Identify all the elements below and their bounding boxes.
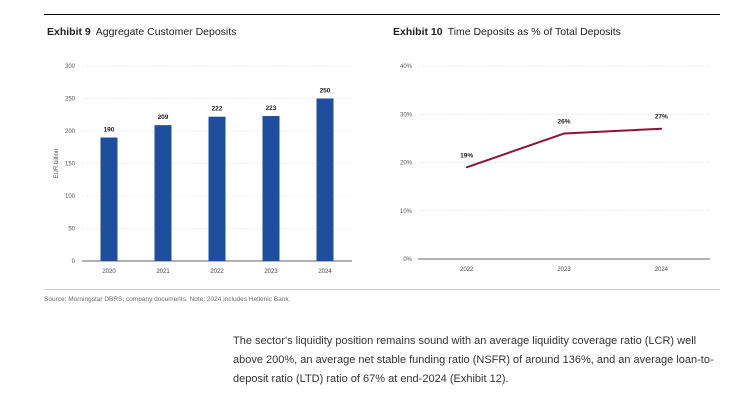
point-data-label: 19% xyxy=(460,152,473,159)
x-tick-label: 2023 xyxy=(557,267,571,273)
body-paragraph: The sector's liquidity position remains … xyxy=(233,335,714,385)
top-rule xyxy=(44,14,720,15)
bar xyxy=(208,116,226,261)
y-axis-title: EUR billion xyxy=(54,149,60,179)
y-tick-label: 150 xyxy=(65,162,76,168)
exhibit9-label: Exhibit 9 xyxy=(47,26,91,38)
y-tick-label: 0 xyxy=(72,259,76,265)
data-point xyxy=(465,166,468,169)
x-tick-label: 2022 xyxy=(210,269,224,275)
y-tick-label: 50 xyxy=(68,227,75,233)
bar-data-label: 190 xyxy=(104,127,115,134)
y-tick-label: 10% xyxy=(400,209,413,215)
bar-data-label: 222 xyxy=(212,106,223,113)
y-tick-label: 200 xyxy=(65,129,76,135)
exhibit10-title: Time Deposits as % of Total Deposits xyxy=(447,26,621,38)
bar-data-label: 223 xyxy=(266,105,277,112)
y-tick-label: 250 xyxy=(65,97,76,103)
point-data-label: 27% xyxy=(655,114,668,121)
data-point xyxy=(563,132,565,135)
bar-data-label: 250 xyxy=(320,88,331,95)
bar xyxy=(154,125,172,262)
y-tick-label: 40% xyxy=(400,64,413,70)
y-tick-label: 0% xyxy=(403,257,412,263)
y-tick-label: 30% xyxy=(400,112,413,118)
x-tick-label: 2024 xyxy=(318,269,332,275)
x-tick-label: 2020 xyxy=(102,269,116,275)
exhibit10-line-chart: 0% 10% 20% 30% 40% 19% 2022 26% 2023 27% 2024 xyxy=(400,64,710,273)
exhibit9-heading: Exhibit 9 Aggregate Customer Deposits xyxy=(47,26,236,38)
bar xyxy=(316,98,334,261)
bar xyxy=(262,116,280,261)
exhibit9-bar-chart: 0 50 100 150 200 250 300 EUR billion 190 2020 209 2… xyxy=(54,64,352,275)
data-point xyxy=(660,127,663,130)
y-tick-label: 100 xyxy=(65,194,76,200)
y-tick-label: 300 xyxy=(65,64,76,70)
series-line xyxy=(466,127,662,169)
source-note: Source: Morningstar DBRS, company docume… xyxy=(44,296,291,303)
x-tick-label: 2022 xyxy=(460,267,474,273)
bar xyxy=(100,137,118,261)
y-tick-label: 20% xyxy=(400,161,413,167)
exhibit10-label: Exhibit 10 xyxy=(393,26,443,38)
source-rule xyxy=(44,289,720,290)
bar-data-label: 209 xyxy=(158,114,169,121)
point-data-label: 26% xyxy=(557,119,570,126)
exhibit9-title: Aggregate Customer Deposits xyxy=(95,26,237,38)
x-tick-label: 2024 xyxy=(655,267,669,273)
exhibit10-heading: Exhibit 10 Time Deposits as % of Total De… xyxy=(393,26,621,38)
x-tick-label: 2023 xyxy=(264,269,278,275)
x-tick-label: 2021 xyxy=(156,269,170,275)
